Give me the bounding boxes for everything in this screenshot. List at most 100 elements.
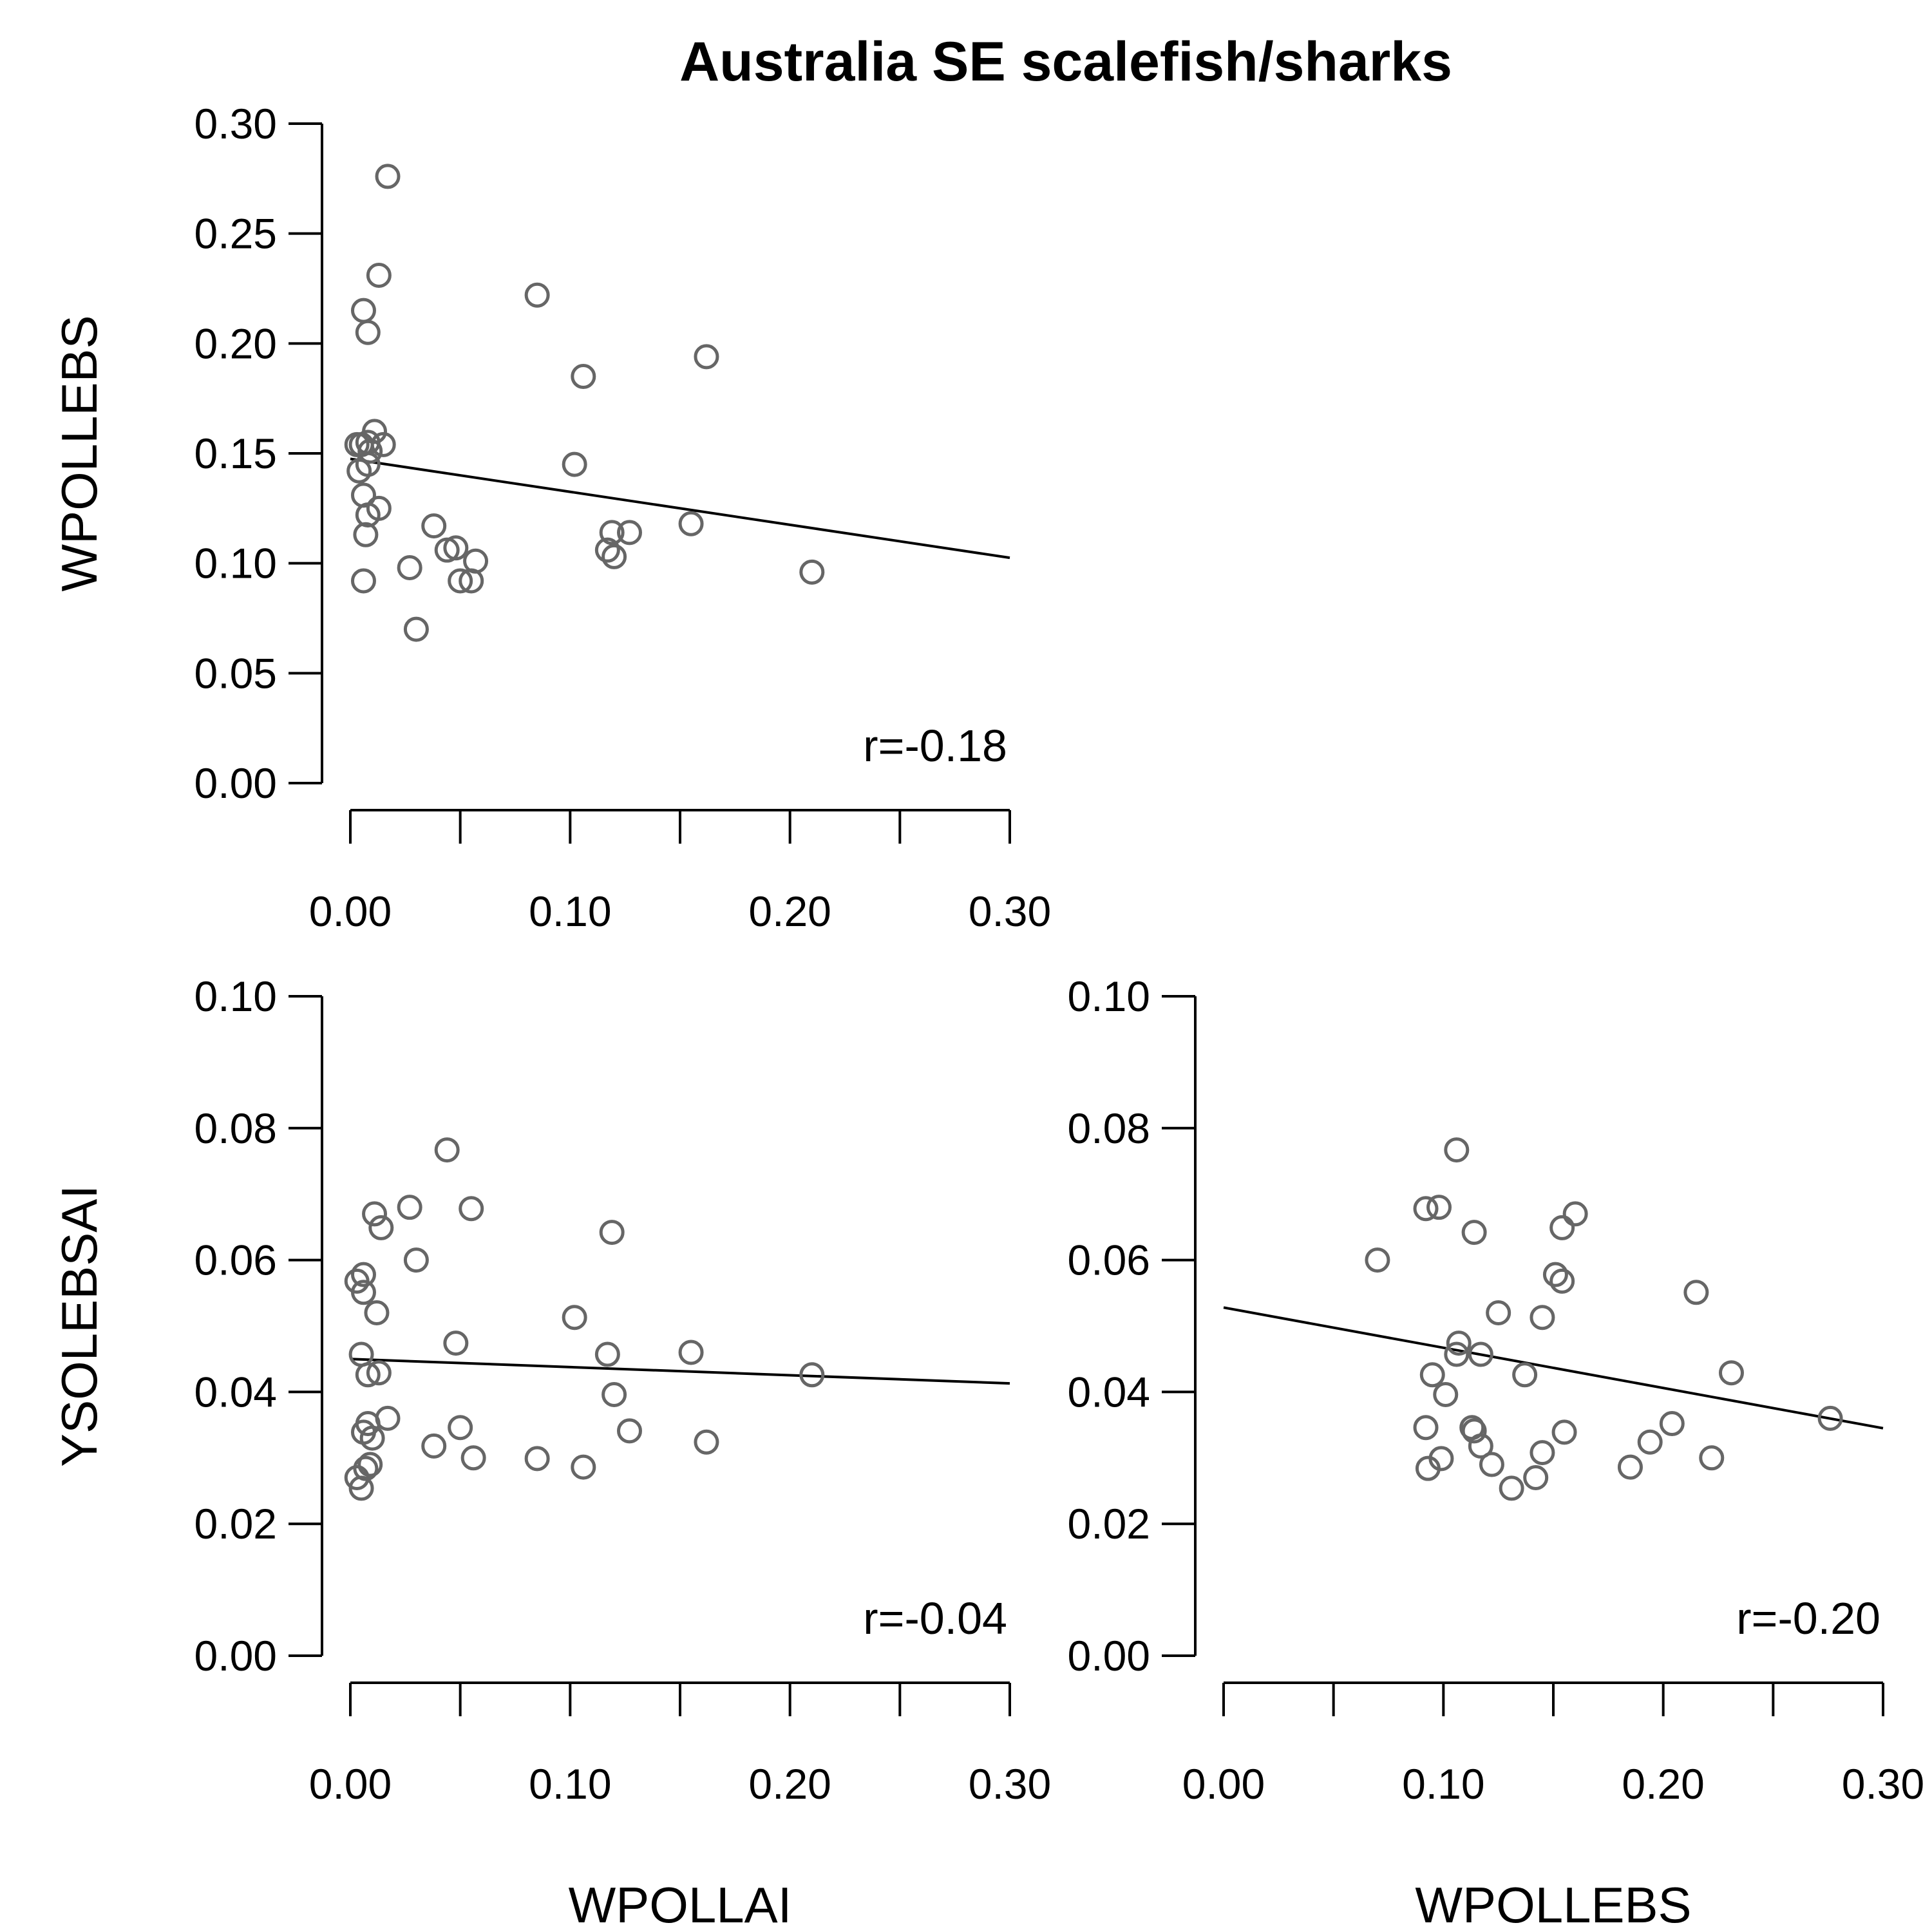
data-point — [355, 1362, 381, 1388]
panel-wpollai-vs-ysolebsai: 0.00 0.02 0.04 0.06 0.08 0.10 0.00 0.10 0.20 0.30… — [51, 972, 1051, 1932]
data-point — [678, 511, 704, 536]
data-point — [678, 1340, 704, 1365]
data-point — [1699, 1445, 1725, 1471]
data-point — [1523, 1465, 1549, 1491]
data-point — [1468, 1433, 1493, 1459]
data-point — [799, 559, 825, 585]
data-point — [1683, 1280, 1709, 1305]
regression-line — [350, 457, 1010, 560]
data-point — [421, 513, 447, 539]
data-point — [366, 263, 392, 289]
y-tick-label: 0.00 — [194, 1632, 277, 1680]
data-point — [355, 319, 381, 345]
data-point — [353, 522, 379, 547]
data-point — [344, 431, 370, 457]
x-tick-label: 0.20 — [1622, 1760, 1704, 1808]
data-point — [350, 568, 376, 594]
data-point — [1718, 1360, 1744, 1386]
data-point — [357, 1452, 383, 1477]
data-point — [571, 364, 596, 390]
data-point — [599, 1220, 625, 1245]
data-point — [1637, 1429, 1663, 1455]
data-point — [1446, 1331, 1472, 1356]
correlation-label: r=-0.04 — [863, 1593, 1007, 1643]
data-point — [403, 1247, 429, 1273]
data-point — [616, 520, 642, 545]
data-point — [1461, 1220, 1487, 1245]
data-point — [524, 282, 550, 308]
data-point — [350, 1262, 376, 1287]
y-axis-title: WPOLLEBS — [51, 315, 108, 591]
x-tick-label: 0.30 — [969, 887, 1051, 935]
data-point — [1444, 1341, 1470, 1367]
data-point — [1444, 1137, 1470, 1163]
data-point — [448, 568, 473, 594]
y-tick-label: 0.20 — [194, 319, 277, 367]
data-point — [448, 1415, 473, 1441]
data-point — [1415, 1455, 1441, 1481]
data-point — [1551, 1419, 1577, 1445]
data-point — [460, 1445, 486, 1471]
data-point — [1461, 1418, 1487, 1444]
data-point — [375, 164, 401, 189]
data-point — [403, 616, 429, 642]
data-point — [1542, 1262, 1568, 1287]
data-point — [459, 1196, 484, 1222]
y-tick-label: 0.30 — [194, 100, 277, 147]
data-point — [1817, 1405, 1843, 1431]
y-tick-label: 0.02 — [194, 1500, 277, 1548]
data-point — [1419, 1362, 1445, 1388]
x-tick-label: 0.10 — [1402, 1760, 1484, 1808]
data-point — [364, 1300, 390, 1326]
x-tick-label: 0.00 — [1182, 1760, 1265, 1808]
data-point — [1413, 1196, 1439, 1222]
y-tick-label: 0.10 — [194, 540, 277, 587]
x-tick-label: 0.20 — [748, 887, 831, 935]
chart-title: Australia SE scalefish/sharks — [679, 31, 1452, 93]
data-point — [362, 1201, 388, 1227]
y-tick-label: 0.06 — [1068, 1236, 1150, 1284]
data-point — [443, 535, 469, 561]
data-point — [1365, 1247, 1390, 1273]
data-point — [1617, 1454, 1643, 1480]
data-point — [1530, 1440, 1555, 1466]
data-point — [1468, 1341, 1493, 1367]
regression-line — [350, 1358, 1010, 1385]
data-point — [1562, 1201, 1588, 1227]
data-point — [1549, 1215, 1575, 1240]
y-tick-label: 0.15 — [194, 430, 277, 477]
data-point — [1426, 1195, 1452, 1220]
data-point — [1413, 1415, 1439, 1441]
y-tick-label: 0.04 — [194, 1368, 277, 1416]
data-point — [594, 1341, 620, 1367]
y-tick-label: 0.10 — [194, 972, 277, 1020]
y-tick-label: 0.25 — [194, 210, 277, 258]
data-point — [1433, 1381, 1459, 1407]
x-axis-title: WPOLLEBS — [1415, 1877, 1691, 1932]
y-axis-title: YSOLEBSAI — [51, 1185, 108, 1467]
data-point — [359, 1425, 385, 1451]
data-point — [1499, 1475, 1524, 1501]
x-axis-title: WPOLLAI — [569, 1877, 792, 1932]
data-point — [562, 451, 587, 477]
data-point — [524, 1446, 550, 1472]
data-point — [1659, 1411, 1685, 1437]
data-point — [1479, 1452, 1504, 1477]
data-point — [799, 1362, 825, 1388]
data-point — [594, 537, 620, 563]
y-tick-label: 0.04 — [1068, 1368, 1150, 1416]
correlation-label: r=-0.20 — [1736, 1593, 1880, 1643]
data-point — [1486, 1300, 1511, 1326]
data-point — [459, 568, 484, 594]
data-point — [1549, 1268, 1575, 1294]
y-tick-label: 0.00 — [194, 759, 277, 807]
data-point — [397, 554, 422, 580]
x-tick-label: 0.00 — [309, 1760, 392, 1808]
panel-wpollai-vs-wpollebs: 0.00 0.05 0.10 0.15 0.20 0.25 0.30 0.00 0.10 0.20… — [51, 100, 1051, 935]
panel-wpollebs-vs-ysolebsai: 0.00 0.02 0.04 0.06 0.08 0.10 0.00 0.10 0.20 0.30… — [1068, 972, 1925, 1932]
data-point — [434, 1137, 460, 1163]
data-point — [571, 1454, 596, 1480]
data-point — [601, 544, 627, 569]
y-tick-label: 0.02 — [1068, 1500, 1150, 1548]
